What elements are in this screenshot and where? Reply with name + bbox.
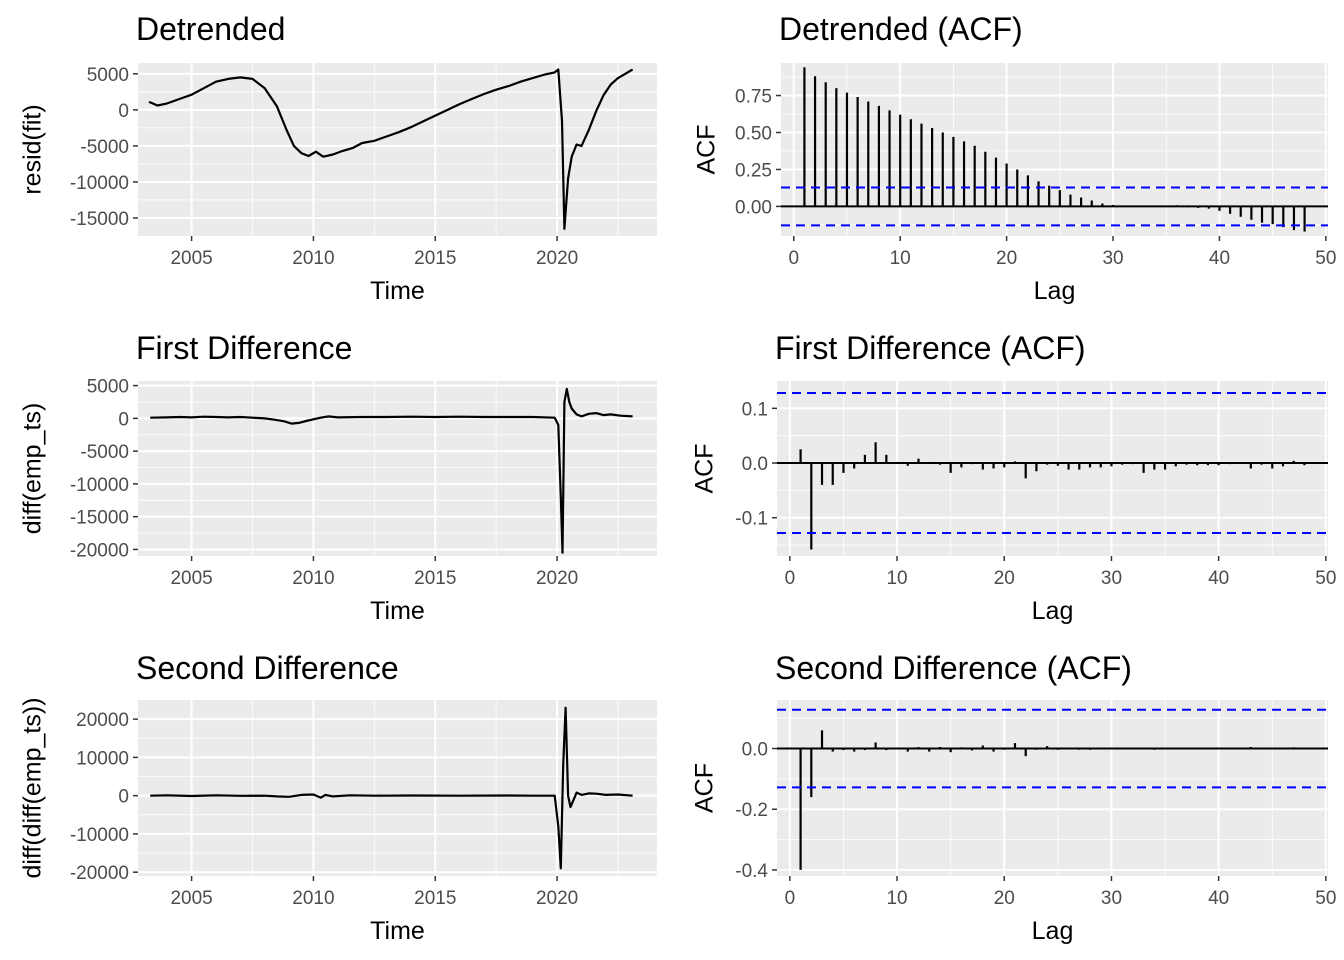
x-tick-label-50: 50 [1315, 568, 1336, 589]
x-tick-label-0: 0 [788, 248, 799, 269]
y-tick-label-0-25: 0.25 [735, 160, 772, 181]
x-tick-label-40: 40 [1208, 888, 1229, 909]
x-tick-label-30: 30 [1101, 568, 1122, 589]
y-tick-label-20000: -20000 [70, 540, 129, 561]
x-tick-label-0: 0 [785, 888, 796, 909]
series-line [150, 706, 633, 870]
x-axis-label: Lag [1032, 917, 1074, 945]
y-tick-label-20000: 20000 [76, 710, 129, 731]
chart-title: Detrended (ACF) [779, 11, 1023, 47]
first-difference-acf-panel: 0 10 20 30 40 50 0.1 0.0 -0.1 First Difference (A… [691, 330, 1337, 625]
y-tick-label-0-75: 0.75 [735, 87, 772, 108]
y-tick-label-10000: -10000 [70, 825, 129, 846]
y-tick-label-0: 0 [118, 787, 129, 808]
plot-background [138, 700, 657, 876]
x-tick-label-40: 40 [1208, 568, 1229, 589]
x-tick-label-30: 30 [1101, 888, 1122, 909]
y-tick-label-0-1: 0.1 [742, 399, 768, 420]
series-line [148, 68, 634, 230]
y-tick-label-5000: 5000 [87, 65, 129, 86]
x-axis-label: Time [370, 917, 425, 945]
y-axis-label: ACF [691, 763, 719, 813]
chart-title: First Difference (ACF) [775, 330, 1086, 366]
x-axis-label: Lag [1034, 277, 1076, 305]
x-tick-label-2010: 2010 [292, 248, 334, 269]
detrended-acf-panel: 0 10 20 30 40 50 0.75 0.50 0.25 0.00 Detrended (AC… [693, 11, 1337, 305]
x-tick-label-2010: 2010 [292, 888, 334, 909]
x-tick-label-2010: 2010 [292, 568, 334, 589]
y-tick-label-0-4: -0.4 [735, 861, 768, 882]
y-tick-label-0-2: -0.2 [735, 800, 768, 821]
y-axis-label: diff(diff(emp_ts)) [19, 697, 47, 878]
y-tick-label-0-0: 0.0 [742, 454, 768, 475]
second-difference-acf-panel: 0 10 20 30 40 50 0.0 -0.2 -0.4 Second Difference … [691, 650, 1337, 945]
x-tick-label-40: 40 [1209, 248, 1230, 269]
y-axis-label: ACF [693, 125, 721, 175]
x-tick-label-30: 30 [1102, 248, 1123, 269]
x-tick-label-20: 20 [994, 888, 1015, 909]
x-tick-label-2020: 2020 [536, 248, 578, 269]
x-tick-label-20: 20 [994, 568, 1015, 589]
chart-title: Second Difference [136, 650, 399, 686]
x-tick-label-2015: 2015 [414, 248, 456, 269]
y-tick-label-5000: -5000 [80, 442, 129, 463]
x-tick-label-50: 50 [1315, 248, 1336, 269]
plot-background [777, 381, 1328, 556]
x-tick-label-10: 10 [886, 568, 907, 589]
x-tick-label-2020: 2020 [536, 888, 578, 909]
y-tick-label-15000: -15000 [70, 508, 129, 529]
y-tick-label-15000: -15000 [70, 209, 129, 230]
x-tick-label-50: 50 [1315, 888, 1336, 909]
x-axis-label: Lag [1032, 597, 1074, 625]
x-tick-label-2005: 2005 [170, 568, 212, 589]
x-tick-label-2005: 2005 [170, 888, 212, 909]
first-difference-panel: 2005 2010 2015 2020 5000 0 -5000 -10000 -15000 -2… [19, 330, 657, 625]
x-tick-label-20: 20 [996, 248, 1017, 269]
x-tick-label-2005: 2005 [170, 248, 212, 269]
y-tick-label-0-0: 0.0 [742, 740, 768, 761]
y-tick-label-0: 0 [118, 101, 129, 122]
chart-title: Second Difference (ACF) [775, 650, 1132, 686]
x-tick-label-10: 10 [890, 248, 911, 269]
x-tick-label-2015: 2015 [414, 888, 456, 909]
detrended-panel: 2005 2010 2015 2020 5000 0 -5000 -10000 -15000 De… [19, 11, 657, 305]
y-tick-label-0-1: -0.1 [735, 509, 768, 530]
y-tick-label-10000: -10000 [70, 475, 129, 496]
y-tick-label-0-50: 0.50 [735, 123, 772, 144]
y-tick-label-20000: -20000 [70, 863, 129, 884]
plot-background [138, 63, 657, 236]
y-tick-label-10000: 10000 [76, 748, 129, 769]
x-tick-label-10: 10 [886, 888, 907, 909]
plot-background [781, 63, 1328, 236]
y-tick-label-0-00: 0.00 [735, 197, 772, 218]
chart-title: First Difference [136, 330, 352, 366]
y-tick-label-10000: -10000 [70, 173, 129, 194]
y-tick-label-5000: -5000 [80, 137, 129, 158]
y-tick-label-5000: 5000 [87, 377, 129, 398]
series-line [150, 387, 633, 554]
chart-title: Detrended [136, 11, 285, 47]
x-tick-label-2015: 2015 [414, 568, 456, 589]
y-axis-label: ACF [691, 444, 719, 494]
y-axis-label: resid(fit) [19, 104, 47, 194]
x-tick-label-0: 0 [785, 568, 796, 589]
x-tick-label-2020: 2020 [536, 568, 578, 589]
x-axis-label: Time [370, 597, 425, 625]
second-difference-panel: 2005 2010 2015 2020 20000 10000 0 -10000 -20000 S… [19, 650, 657, 945]
x-axis-label: Time [370, 277, 425, 305]
y-axis-label: diff(emp_ts) [19, 403, 47, 535]
plot-background [138, 381, 657, 556]
y-tick-label-0: 0 [118, 409, 129, 430]
